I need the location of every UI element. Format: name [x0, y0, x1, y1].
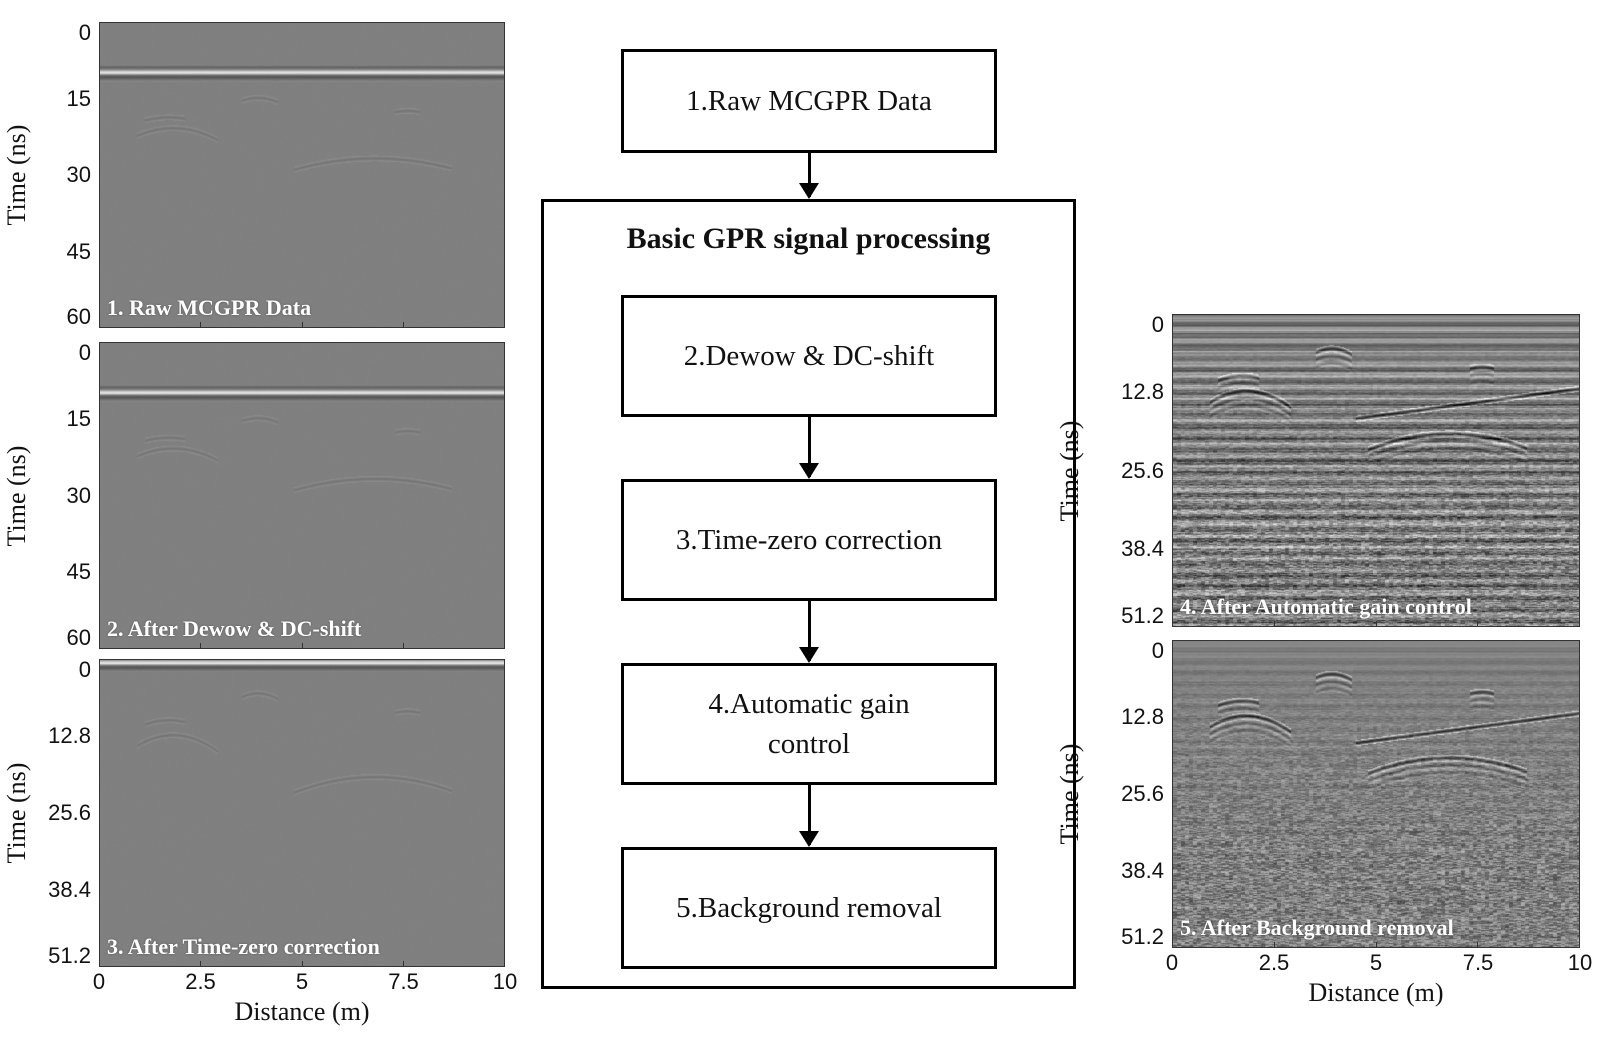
x-tick-mark: [1172, 942, 1173, 948]
radargram-image: [1173, 315, 1579, 626]
panel-label: 3. After Time-zero correction: [107, 934, 380, 959]
y-tick-label: 0: [78, 20, 91, 45]
step-dewow: 2.Dewow & DC-shift: [621, 295, 997, 417]
y-tick-label: 25.6: [1121, 781, 1164, 806]
x-axis-label: Distance (m): [234, 997, 370, 1026]
arrow-down: [799, 601, 819, 663]
x-tick-mark: [301, 643, 303, 649]
y-tick-label: 51.2: [1121, 924, 1164, 949]
y-tick-label: 51.2: [1121, 603, 1164, 628]
x-tick-mark: [1477, 621, 1479, 627]
x-tick-mark: [402, 322, 404, 328]
radargram-image: [1173, 641, 1579, 947]
step-time-zero: 3.Time-zero correction: [621, 479, 997, 601]
x-tick-mark: [1172, 621, 1173, 627]
x-tick-mark: [402, 961, 404, 967]
x-tick-mark: [1273, 621, 1275, 627]
radargram-timezero: 3. After Time-zero correction: [99, 659, 505, 967]
y-tick-label: 51.2: [48, 943, 91, 968]
radargram-image: [100, 660, 504, 966]
y-axis-label: Time (ns): [2, 762, 31, 864]
y-tick-label: 12.8: [1121, 379, 1164, 405]
x-tick-mark: [99, 643, 100, 649]
x-tick-mark: [504, 322, 505, 328]
x-tick-mark: [99, 322, 100, 328]
step-background-removal: 5.Background removal: [621, 847, 997, 969]
y-axis-label: Time (ns): [2, 124, 31, 226]
panel-label: 1. Raw MCGPR Data: [107, 295, 312, 320]
x-tick-mark: [301, 961, 303, 967]
step-label: 1.Raw MCGPR Data: [686, 85, 932, 117]
panel-label: 4. After Automatic gain control: [1180, 594, 1472, 619]
y-tick-label: 45: [66, 559, 91, 585]
x-tick-label: 2.5: [1258, 950, 1290, 975]
arrow-down: [799, 785, 819, 847]
step-label: 2.Dewow & DC-shift: [683, 340, 935, 372]
y-tick-label: 0: [78, 340, 91, 365]
radargram-dewow: 2. After Dewow & DC-shift: [99, 342, 505, 649]
y-tick-label: 38.4: [1121, 535, 1164, 561]
y-tick-label: 60: [66, 304, 91, 329]
processing-group: Basic GPR signal processing: [541, 199, 1076, 989]
x-tick-label: 0: [1165, 950, 1179, 975]
y-tick-label: 15: [66, 85, 91, 111]
y-tick-label: 38.4: [48, 877, 91, 902]
x-tick-mark: [99, 961, 100, 967]
panel-label: 2. After Dewow & DC-shift: [107, 616, 362, 641]
y-tick-label: 0: [1151, 638, 1164, 663]
x-tick-mark: [402, 643, 404, 649]
x-tick-mark: [301, 322, 303, 328]
x-tick-mark: [1273, 942, 1275, 948]
y-axis-label: Time (ns): [2, 445, 31, 546]
y-tick-label: 25.6: [1121, 457, 1164, 483]
arrow-down: [799, 153, 819, 199]
x-tick-mark: [1579, 621, 1580, 627]
step-label: 3.Time-zero correction: [675, 524, 943, 556]
step-label: 4.Automatic gain control: [708, 688, 910, 760]
arrow-down: [799, 417, 819, 479]
y-tick-label: 0: [78, 657, 91, 682]
x-tick-mark: [1375, 621, 1377, 627]
group-title: Basic GPR signal processing: [626, 222, 991, 255]
y-tick-label: 30: [66, 482, 91, 508]
x-axis-label: Distance (m): [1308, 978, 1444, 1007]
x-tick-mark: [200, 643, 202, 649]
x-tick-label: 2.5: [185, 969, 216, 994]
y-tick-label: 25.6: [48, 800, 91, 825]
x-tick-label: 7.5: [1462, 950, 1494, 975]
radargram-image: [100, 343, 504, 648]
y-tick-label: 30: [66, 162, 91, 187]
step-agc: 4.Automatic gain control: [621, 663, 997, 785]
x-tick-label: 7.5: [388, 969, 419, 994]
x-tick-mark: [1579, 942, 1580, 948]
panel-label: 5. After Background removal: [1180, 915, 1454, 940]
y-tick-label: 0: [1151, 312, 1164, 337]
radargram-background-removal: 5. After Background removal: [1172, 640, 1580, 948]
x-tick-mark: [504, 961, 505, 967]
x-tick-mark: [200, 322, 202, 328]
x-tick-label: 10: [1567, 950, 1593, 975]
x-tick-label: 5: [1369, 950, 1383, 975]
x-tick-mark: [200, 961, 202, 967]
x-tick-label: 0: [92, 969, 106, 994]
y-tick-label: 45: [66, 238, 91, 264]
x-tick-mark: [1477, 942, 1479, 948]
x-tick-mark: [504, 643, 505, 649]
x-tick-label: 10: [492, 969, 518, 994]
radargram-agc: 4. After Automatic gain control: [1172, 314, 1580, 627]
y-tick-label: 38.4: [1121, 858, 1164, 883]
y-tick-label: 12.8: [1121, 704, 1164, 729]
y-tick-label: 60: [66, 625, 91, 650]
step-label: 5.Background removal: [676, 892, 942, 924]
y-tick-label: 15: [66, 405, 91, 431]
radargram-raw: 1. Raw MCGPR Data: [99, 22, 505, 328]
radargram-image: [100, 23, 504, 327]
x-tick-label: 5: [295, 969, 309, 994]
step-raw-data: 1.Raw MCGPR Data: [621, 49, 997, 153]
y-tick-label: 12.8: [48, 723, 91, 748]
x-tick-mark: [1375, 942, 1377, 948]
